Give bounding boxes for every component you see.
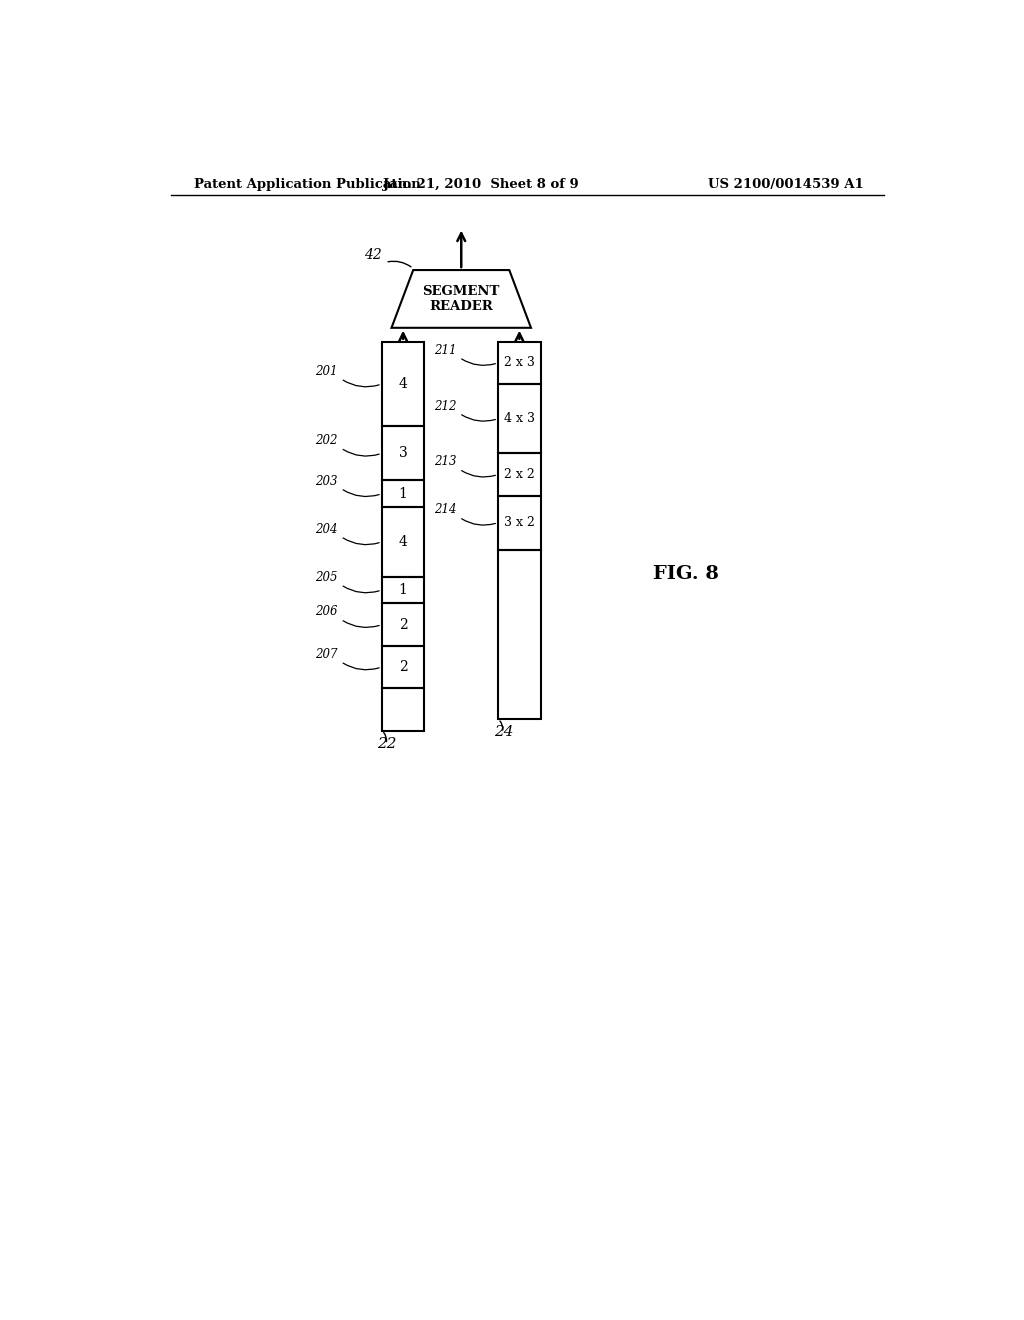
Text: FIG. 8: FIG. 8 — [653, 565, 719, 583]
Text: 211: 211 — [434, 343, 457, 356]
Text: 4: 4 — [398, 378, 408, 391]
Text: 201: 201 — [315, 364, 338, 378]
Text: 22: 22 — [378, 737, 397, 751]
Text: 4 x 3: 4 x 3 — [504, 412, 535, 425]
Bar — [382, 507, 424, 577]
Text: 1: 1 — [398, 583, 408, 597]
Text: 2 x 3: 2 x 3 — [504, 356, 535, 370]
Bar — [382, 426, 424, 480]
Bar — [498, 384, 541, 453]
Text: 1: 1 — [398, 487, 408, 500]
Text: 204: 204 — [315, 523, 338, 536]
Text: 206: 206 — [315, 606, 338, 619]
Bar — [382, 688, 424, 730]
Bar — [382, 342, 424, 426]
Text: 202: 202 — [315, 434, 338, 447]
Text: Jan. 21, 2010  Sheet 8 of 9: Jan. 21, 2010 Sheet 8 of 9 — [383, 178, 579, 190]
Bar — [382, 645, 424, 688]
Text: 2 x 2: 2 x 2 — [504, 469, 535, 480]
Bar — [382, 603, 424, 645]
Bar — [498, 342, 541, 384]
Text: 207: 207 — [315, 648, 338, 661]
Text: Patent Application Publication: Patent Application Publication — [194, 178, 421, 190]
Text: 3 x 2: 3 x 2 — [504, 516, 535, 529]
Bar — [382, 480, 424, 507]
Text: SEGMENT
READER: SEGMENT READER — [423, 285, 500, 313]
Bar — [498, 549, 541, 719]
Text: 205: 205 — [315, 570, 338, 583]
Text: 212: 212 — [434, 400, 457, 413]
Text: 4: 4 — [398, 535, 408, 549]
Text: 2: 2 — [398, 618, 408, 632]
Bar — [498, 453, 541, 496]
Bar — [382, 577, 424, 603]
Text: 214: 214 — [434, 503, 457, 516]
Text: 3: 3 — [398, 446, 408, 461]
Text: 213: 213 — [434, 455, 457, 469]
Text: 203: 203 — [315, 475, 338, 487]
Text: 42: 42 — [365, 248, 382, 263]
Text: US 2100/0014539 A1: US 2100/0014539 A1 — [709, 178, 864, 190]
Text: 2: 2 — [398, 660, 408, 675]
Text: 24: 24 — [494, 725, 513, 739]
Bar — [498, 496, 541, 549]
